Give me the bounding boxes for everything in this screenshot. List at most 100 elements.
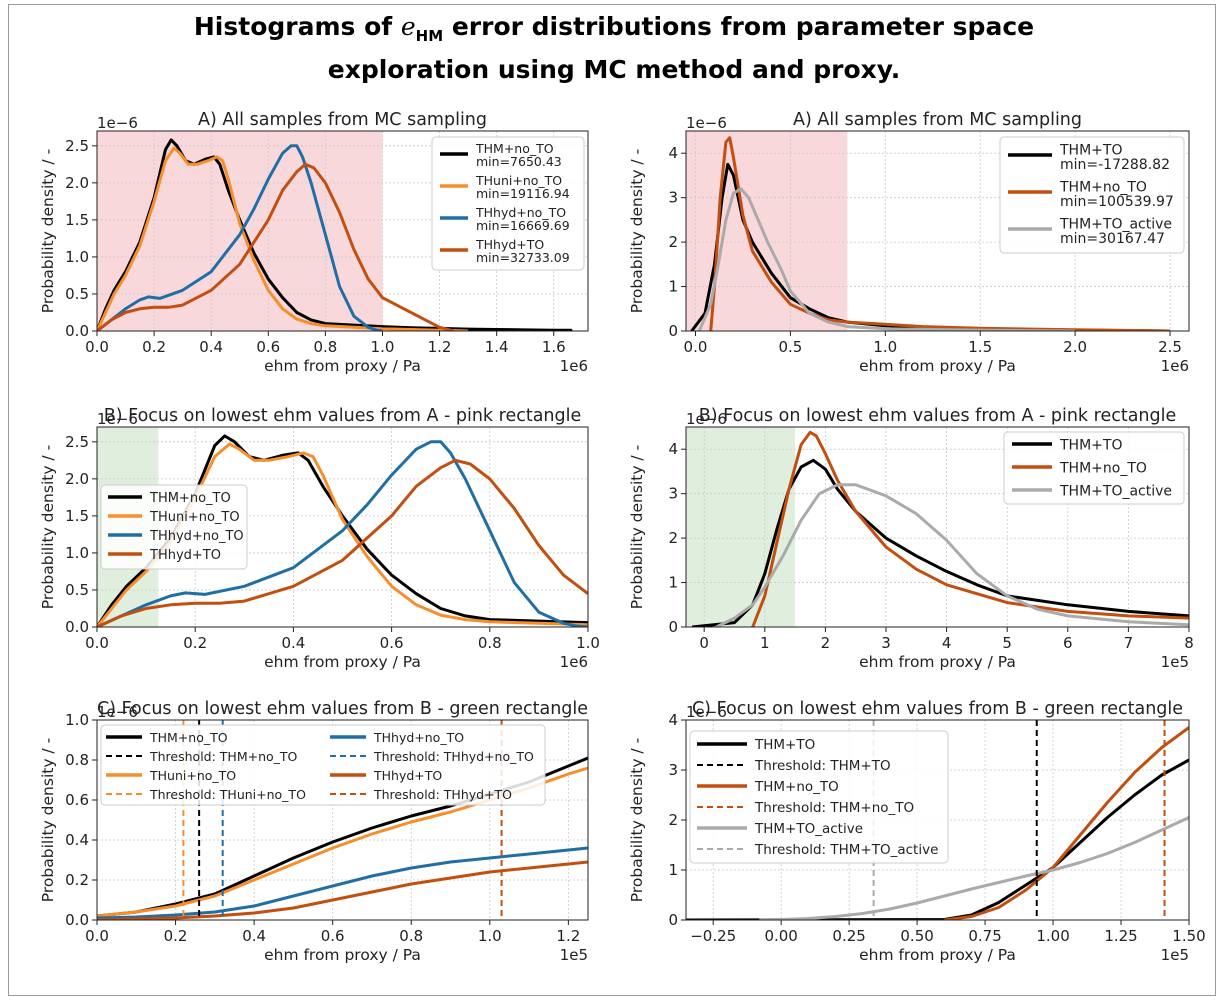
x-offset-label: 1e5 bbox=[1161, 946, 1189, 964]
x-tick-label: 0.0 bbox=[85, 634, 109, 652]
legend-label: THM+no_TO bbox=[149, 491, 231, 506]
legend-label: THM+TO_active bbox=[754, 821, 863, 837]
x-axis-label: ehm from proxy / Pa bbox=[264, 653, 421, 671]
x-tick-label: 0.4 bbox=[242, 927, 266, 945]
legend-label: THM+TO bbox=[1059, 437, 1122, 453]
legend-frame bbox=[689, 730, 949, 864]
legend-label: THM+no_TO bbox=[149, 730, 228, 745]
x-tick-label: 0.2 bbox=[183, 634, 207, 652]
legend-sublabel: min=16669.69 bbox=[476, 218, 570, 233]
x-tick-label: 1.25 bbox=[1104, 927, 1137, 945]
legend-frame bbox=[999, 136, 1185, 254]
x-offset-label: 1e6 bbox=[560, 357, 588, 375]
x-axis-label: ehm from proxy / Pa bbox=[859, 653, 1016, 671]
y-tick-label: 2.0 bbox=[65, 470, 89, 488]
legend-sublabel: min=-17288.82 bbox=[1060, 157, 1170, 173]
axes-frame bbox=[96, 130, 589, 332]
legend-label: THhyd+TO bbox=[373, 768, 442, 783]
y-offset-label: 1e−6 bbox=[686, 703, 727, 721]
x-tick-label: 0.00 bbox=[764, 927, 797, 945]
series-line bbox=[97, 440, 588, 627]
y-tick-label: 0.4 bbox=[65, 831, 89, 849]
y-tick-label: 2 bbox=[668, 811, 678, 829]
legend-label: THhyd+no_TO bbox=[475, 205, 566, 220]
x-tick-label: 0.2 bbox=[142, 338, 166, 356]
legend-label: Threshold: THM+TO_active bbox=[754, 842, 938, 858]
legend-label: THM+no_TO bbox=[475, 141, 554, 156]
x-tick-label: 1.6 bbox=[542, 338, 566, 356]
series-line bbox=[97, 846, 588, 920]
y-tick-label: 0.5 bbox=[65, 581, 89, 599]
x-tick-label: 1 bbox=[760, 634, 770, 652]
x-tick-label: 1.2 bbox=[556, 927, 580, 945]
y-tick-label: 2.0 bbox=[65, 174, 89, 192]
panel-title: A) All samples from MC sampling bbox=[793, 110, 1082, 130]
x-tick-label: 2 bbox=[821, 634, 831, 652]
panel-title: B) Focus on lowest ehm values from A - p… bbox=[104, 406, 582, 426]
legend-label: THM+no_TO bbox=[754, 779, 839, 795]
x-tick-label: 1.0 bbox=[873, 338, 897, 356]
y-offset-label: 1e−6 bbox=[97, 703, 138, 721]
y-tick-label: 3 bbox=[668, 189, 678, 207]
x-tick-label: 5 bbox=[1002, 634, 1012, 652]
title-suffix: error distributions from parameter space bbox=[443, 12, 1035, 41]
x-tick-label: −0.25 bbox=[690, 927, 736, 945]
x-axis-label: ehm from proxy / Pa bbox=[264, 946, 421, 964]
y-tick-label: 0 bbox=[668, 322, 678, 340]
x-tick-label: 1.00 bbox=[1036, 927, 1069, 945]
x-tick-label: 0.0 bbox=[85, 927, 109, 945]
y-axis-label: Probability density / - bbox=[628, 738, 646, 902]
legend-b-left: THM+no_TO THuni+no_TO THhyd+no_TO THhyd+TO bbox=[100, 484, 248, 570]
y-axis-label: Probability density / - bbox=[39, 149, 57, 313]
axes-frame bbox=[96, 719, 589, 921]
y-offset-label: 1e−6 bbox=[97, 410, 138, 428]
x-offset-label: 1e5 bbox=[1161, 653, 1189, 671]
y-axis-label: Probability density / - bbox=[39, 738, 57, 902]
legend-label: THuni+no_TO bbox=[149, 768, 236, 783]
legend-label: Threshold: THM+TO bbox=[754, 758, 891, 774]
x-tick-label: 4 bbox=[942, 634, 952, 652]
legend-sublabel: min=19116.94 bbox=[476, 186, 570, 201]
legend-label: THhyd+TO bbox=[475, 237, 544, 252]
x-tick-label: 0.0 bbox=[85, 338, 109, 356]
series-line bbox=[697, 187, 1076, 331]
chart-b-right: 0 1 2 3 4 5 6 7 8 0 1 2 3 4 1e−6 1e5 B) Focus on lowest … bbox=[628, 406, 1194, 671]
x-offset-label: 1e6 bbox=[560, 653, 588, 671]
x-tick-label: 0.4 bbox=[281, 634, 305, 652]
x-tick-label: 1.0 bbox=[576, 634, 600, 652]
y-tick-label: 1.0 bbox=[65, 711, 89, 729]
legend-label: THM+TO bbox=[1059, 142, 1122, 158]
legend-frame bbox=[1003, 431, 1185, 505]
series-line bbox=[944, 726, 1189, 920]
legend-label: THM+no_TO bbox=[1059, 179, 1147, 195]
y-tick-label: 3 bbox=[668, 761, 678, 779]
figure-title-line-2: exploration using MC method and proxy. bbox=[327, 55, 901, 84]
axes-frame bbox=[685, 426, 1190, 628]
x-offset-label: 1e5 bbox=[560, 946, 588, 964]
y-tick-label: 4 bbox=[668, 144, 678, 162]
legend-label: THM+TO_active bbox=[1059, 216, 1172, 232]
x-tick-label: 3 bbox=[881, 634, 891, 652]
legend-frame bbox=[100, 724, 546, 806]
y-axis-label: Probability density / - bbox=[628, 445, 646, 609]
y-tick-label: 0.6 bbox=[65, 791, 89, 809]
y-tick-label: 4 bbox=[668, 440, 678, 458]
x-tick-label: 0.50 bbox=[900, 927, 933, 945]
y-tick-label: 0.0 bbox=[65, 618, 89, 636]
series-line bbox=[759, 816, 1189, 920]
y-tick-label: 0 bbox=[668, 618, 678, 636]
panel-title: C) Focus on lowest ehm values from B - g… bbox=[97, 699, 588, 719]
x-tick-label: 0.2 bbox=[164, 927, 188, 945]
y-tick-label: 2 bbox=[668, 233, 678, 251]
y-axis-label: Probability density / - bbox=[39, 445, 57, 609]
y-tick-label: 3 bbox=[668, 485, 678, 503]
y-tick-label: 2.5 bbox=[65, 433, 89, 451]
x-tick-label: 6 bbox=[1063, 634, 1073, 652]
figure-title-line-1: Histograms of eHM error distributions fr… bbox=[0, 10, 1228, 53]
y-tick-label: 1.5 bbox=[65, 211, 89, 229]
y-tick-label: 1 bbox=[668, 278, 678, 296]
y-axis-label: Probability density / - bbox=[628, 149, 646, 313]
